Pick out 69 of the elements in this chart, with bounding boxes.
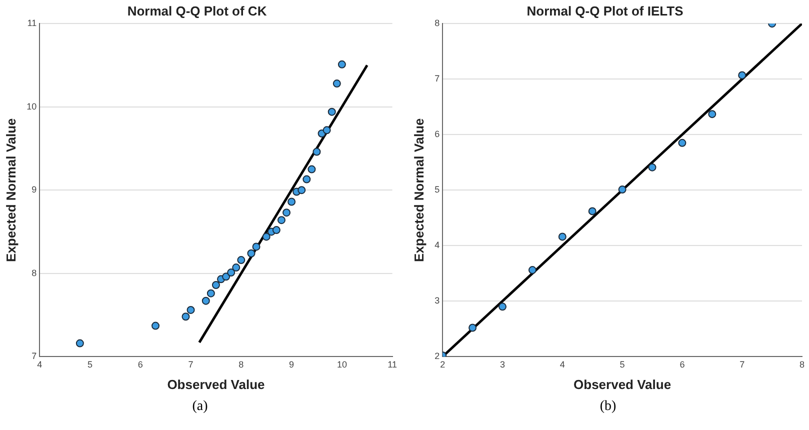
point [308, 165, 316, 174]
y-tick-label: 6 [434, 129, 440, 140]
x-tick-label: 4 [560, 359, 565, 370]
point [212, 281, 220, 290]
point [312, 148, 321, 156]
x-tick-label: 7 [740, 359, 745, 370]
point [277, 216, 286, 224]
y-tick-label: 7 [434, 74, 440, 84]
y-tick-label: 11 [27, 18, 37, 28]
point [288, 198, 296, 206]
x-axis-title: Observed Value [574, 376, 672, 392]
x-tick-label: 8 [799, 359, 805, 370]
point [227, 268, 236, 277]
point [322, 126, 331, 134]
x-axis-title: Observed Value [167, 376, 265, 392]
y-tick-label: 2 [434, 351, 440, 362]
point [558, 232, 566, 241]
point [468, 324, 477, 332]
point [206, 289, 215, 298]
x-tick-label: 7 [188, 359, 194, 370]
y-axis-title: Expected Normal Value [411, 118, 426, 262]
text: (b) [598, 399, 618, 415]
point [182, 312, 190, 321]
point [262, 232, 270, 241]
y-tick-label: 3 [434, 296, 440, 306]
point [498, 302, 507, 311]
y-tick-label: 4 [434, 240, 440, 250]
point [272, 226, 280, 234]
chart-title: Normal Q-Q Plot of CK [127, 3, 268, 18]
point [232, 264, 240, 272]
point [202, 296, 210, 305]
text: (a) [191, 399, 209, 415]
y-tick-label: 7 [32, 351, 37, 362]
point [738, 71, 746, 80]
point [528, 266, 536, 274]
point [298, 186, 306, 194]
x-tick-label: 5 [620, 359, 625, 370]
point [252, 242, 260, 251]
x-tick-label: 9 [289, 359, 294, 370]
point [678, 138, 686, 147]
x-tick-label: 11 [388, 359, 397, 370]
point [222, 272, 230, 281]
point [76, 339, 84, 348]
y-tick-label: 8 [434, 18, 440, 28]
x-tick-label: 5 [87, 359, 93, 370]
x-tick-label: 6 [138, 359, 143, 370]
y-tick-label: 8 [32, 268, 37, 278]
point [618, 186, 626, 194]
y-axis-title: Expected Normal Value [3, 118, 18, 262]
y-tick-label: 5 [434, 184, 440, 195]
point [302, 175, 311, 184]
point [152, 322, 160, 330]
x-tick-label: 8 [238, 359, 244, 370]
point [247, 249, 256, 258]
point [328, 108, 336, 116]
point [708, 110, 716, 118]
point [332, 80, 341, 88]
point [648, 163, 656, 172]
y-tick-label: 9 [32, 184, 37, 195]
x-tick-label: 6 [680, 359, 685, 370]
x-tick-label: 3 [500, 359, 506, 370]
chart-title: Normal Q-Q Plot of IELTS [526, 3, 684, 18]
x-tick-label: 10 [336, 359, 347, 370]
point [237, 256, 246, 264]
y-tick-label: 10 [26, 101, 37, 112]
point [338, 60, 346, 68]
point [282, 208, 291, 217]
point [588, 207, 596, 216]
point [186, 306, 195, 314]
